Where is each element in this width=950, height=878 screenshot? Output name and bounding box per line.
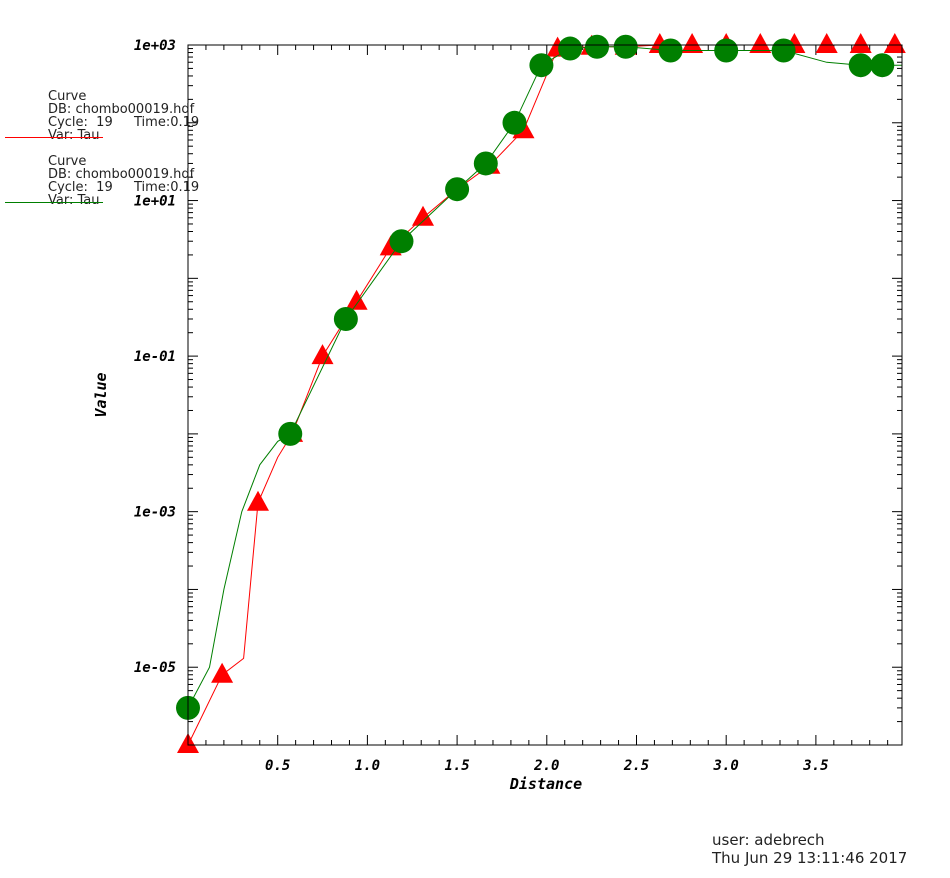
x-tick-label: 2.0 — [533, 758, 559, 774]
series-1-marker — [345, 289, 368, 310]
y-tick-label: 1e-05 — [134, 660, 176, 676]
series-2-marker — [445, 177, 470, 202]
series-1-line — [187, 44, 895, 746]
series-2-marker — [848, 53, 873, 78]
x-tick-label: 2.5 — [623, 758, 649, 774]
y-tick-label: 1e+01 — [134, 194, 176, 210]
series-1-marker — [749, 33, 772, 53]
axis-labels: 1e-05 1e-03 1e-01 1e+01 1e+03 0.5 1.0 1.5 2.0 2.5… — [134, 38, 829, 774]
series-1-marker — [681, 33, 704, 53]
x-tick-label: 3.5 — [802, 758, 828, 774]
legend-2-cycle: Cycle: 19 — [48, 180, 113, 195]
axis-ticks — [188, 44, 902, 746]
series-2-marker — [278, 421, 303, 446]
series-2-line — [187, 46, 902, 709]
legend-2-title: Curve — [48, 154, 87, 169]
series-2-marker — [502, 110, 527, 135]
legend-2-var: Var: Tau — [48, 193, 100, 208]
series-2-marker — [529, 53, 554, 78]
series-1-marker — [849, 33, 872, 53]
series-1-marker — [883, 33, 906, 53]
series-2-marker — [473, 151, 498, 176]
series-2-marker — [389, 229, 414, 254]
y-tick-label: 1e+03 — [134, 38, 176, 54]
series-2-marker — [613, 34, 638, 59]
series-2-marker — [585, 34, 610, 59]
x-tick-label: 3.0 — [713, 758, 739, 774]
series-1-marker — [412, 205, 434, 226]
series-1-marker — [311, 344, 334, 365]
series-1-marker — [247, 490, 269, 511]
series-layer — [176, 33, 906, 753]
legend-1-time: Time:0.19 — [134, 115, 200, 130]
x-tick-label: 1.5 — [444, 758, 469, 774]
footer-user: user: adebrech — [712, 831, 825, 849]
series-2-marker — [658, 38, 683, 63]
legend-1-var: Var: Tau — [48, 128, 100, 143]
series-1-marker — [211, 662, 234, 683]
legend-1-swatch — [5, 137, 103, 138]
series-2-marker — [714, 38, 739, 63]
x-tick-label: 1.0 — [355, 758, 380, 774]
footer-timestamp: Thu Jun 29 13:11:46 2017 — [712, 849, 908, 867]
x-tick-label: 0.5 — [265, 758, 290, 774]
legend-1-cycle: Cycle: 19 — [48, 115, 113, 130]
plot-frame — [187, 44, 903, 746]
series-2-marker — [771, 38, 796, 63]
series-1-marker — [815, 33, 838, 53]
series-2-marker — [870, 53, 895, 78]
series-2-marker — [333, 307, 358, 332]
x-axis-label: Distance — [509, 775, 582, 793]
y-axis-label: Value — [92, 372, 110, 417]
legend-1-db: DB: chombo00019.hdf — [48, 102, 195, 117]
series-2-marker — [558, 36, 583, 61]
legend-2-swatch — [5, 202, 103, 203]
y-tick-label: 1e-03 — [134, 505, 176, 521]
legend-2-time: Time:0.19 — [134, 180, 200, 195]
legend-2-db: DB: chombo00019.hdf — [48, 167, 195, 182]
y-tick-label: 1e-01 — [134, 349, 176, 365]
legend-1-title: Curve — [48, 89, 87, 104]
